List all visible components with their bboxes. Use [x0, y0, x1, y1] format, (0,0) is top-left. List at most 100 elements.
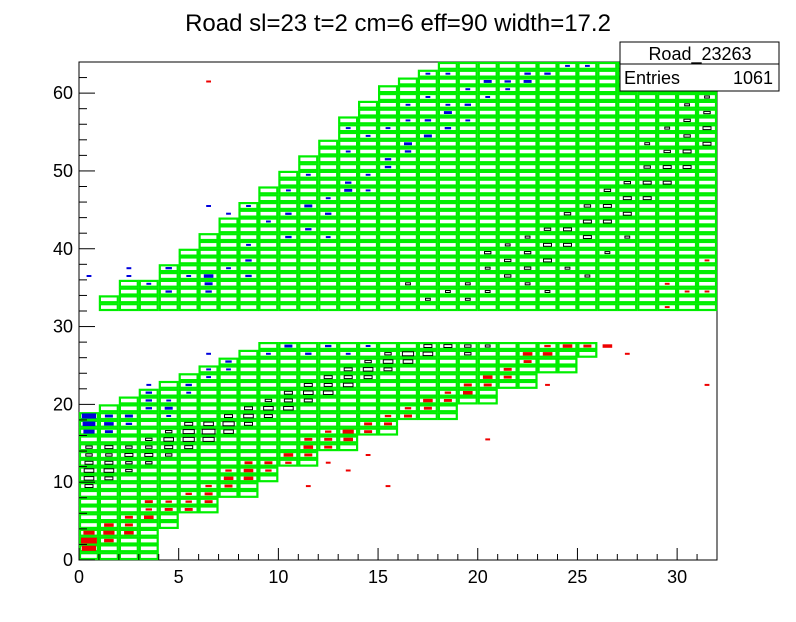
road-cell [577, 139, 598, 148]
hit-cell-black-outline [202, 436, 215, 442]
road-cell [378, 85, 399, 94]
road-cell [118, 404, 139, 413]
hit-cell-red [545, 383, 550, 386]
hit-cell-blue [104, 414, 113, 418]
road-cell [517, 287, 538, 296]
road-cell [397, 396, 418, 405]
road-cell [178, 427, 199, 436]
hit-cell-red [364, 430, 373, 434]
road-cell [417, 155, 438, 164]
road-cell [397, 225, 418, 234]
hit-cell-blue [444, 127, 452, 130]
road-cell [397, 380, 418, 389]
hit-cell-black-outline [464, 352, 472, 356]
hit-cell-blue [285, 235, 292, 239]
road-cell [238, 388, 259, 397]
road-cell [178, 287, 199, 296]
hit-cell-black-outline [383, 367, 393, 372]
road-cell [497, 272, 518, 281]
road-cell [78, 544, 99, 553]
road-cell [338, 272, 359, 281]
road-cell [477, 209, 498, 218]
hit-cell-black-outline [303, 398, 313, 403]
road-cell [138, 451, 159, 460]
road-cell [318, 295, 339, 304]
hit-cell-red [463, 383, 472, 387]
road-cell [138, 458, 159, 467]
road-cell [318, 412, 339, 421]
hit-cell-blue [225, 360, 232, 363]
road-cell [338, 287, 359, 296]
road-cell [198, 248, 219, 257]
road-cell [696, 131, 718, 140]
road-cell [417, 404, 438, 413]
road-cell [497, 349, 518, 358]
road-cell [338, 256, 359, 265]
road-cell [676, 147, 698, 156]
road-cell [676, 217, 698, 226]
road-cell [676, 194, 698, 203]
hit-cell-black-outline [602, 219, 612, 224]
road-cell [138, 279, 159, 288]
road-cell [378, 170, 399, 179]
road-cell [397, 217, 418, 226]
road-cell [238, 404, 259, 413]
road-cell [517, 147, 538, 156]
road-cell [537, 217, 558, 226]
hit-cell-blue [585, 64, 590, 67]
road-cell [378, 163, 399, 172]
road-cell [298, 194, 319, 203]
road-cell [298, 404, 319, 413]
road-cell [537, 233, 558, 242]
hit-cell-blue [205, 290, 212, 293]
road-cell [378, 303, 399, 312]
road-cell [676, 92, 698, 101]
road-cell [378, 349, 399, 358]
road-cell [597, 155, 618, 164]
road-cell [138, 435, 159, 444]
road-cell [358, 217, 379, 226]
hit-cell-blue [226, 267, 231, 270]
road-cell [238, 295, 259, 304]
road-cell [238, 217, 259, 226]
hit-cell-black-outline [484, 266, 491, 270]
road-cell [238, 466, 259, 475]
road-cell [98, 466, 119, 475]
road-cell [358, 147, 379, 156]
road-cell [557, 85, 578, 94]
road-cell [696, 295, 718, 304]
hit-cell-black-outline [604, 251, 611, 255]
hit-cell-blue [425, 96, 431, 98]
road-cell [358, 256, 379, 265]
road-cell [537, 202, 558, 211]
road-cell [557, 202, 578, 211]
road-cell [218, 404, 239, 413]
hit-cell-red [243, 476, 254, 481]
road-cell [338, 357, 359, 366]
hit-cell-red [485, 438, 491, 441]
road-cell [437, 342, 458, 351]
road-cell [537, 209, 558, 218]
hit-cell-red [223, 476, 234, 481]
road-cell [517, 303, 538, 312]
road-cell [358, 194, 379, 203]
road-cell [696, 248, 718, 257]
hit-cell-black-outline [145, 445, 153, 449]
road-cell [417, 147, 438, 156]
road-cell [676, 186, 698, 195]
hit-cell-blue [385, 127, 391, 130]
road-cell [358, 248, 379, 257]
road-cell [557, 124, 578, 133]
road-cell [218, 474, 239, 483]
road-cell [397, 92, 418, 101]
road-cell [158, 520, 179, 529]
road-cell [497, 217, 518, 226]
road-cell [138, 303, 159, 312]
road-cell [517, 225, 538, 234]
road-cell [477, 100, 498, 109]
road-cell [98, 404, 119, 413]
hit-cell-black-outline [504, 258, 512, 263]
road-cell [497, 124, 518, 133]
road-cell [637, 256, 658, 265]
